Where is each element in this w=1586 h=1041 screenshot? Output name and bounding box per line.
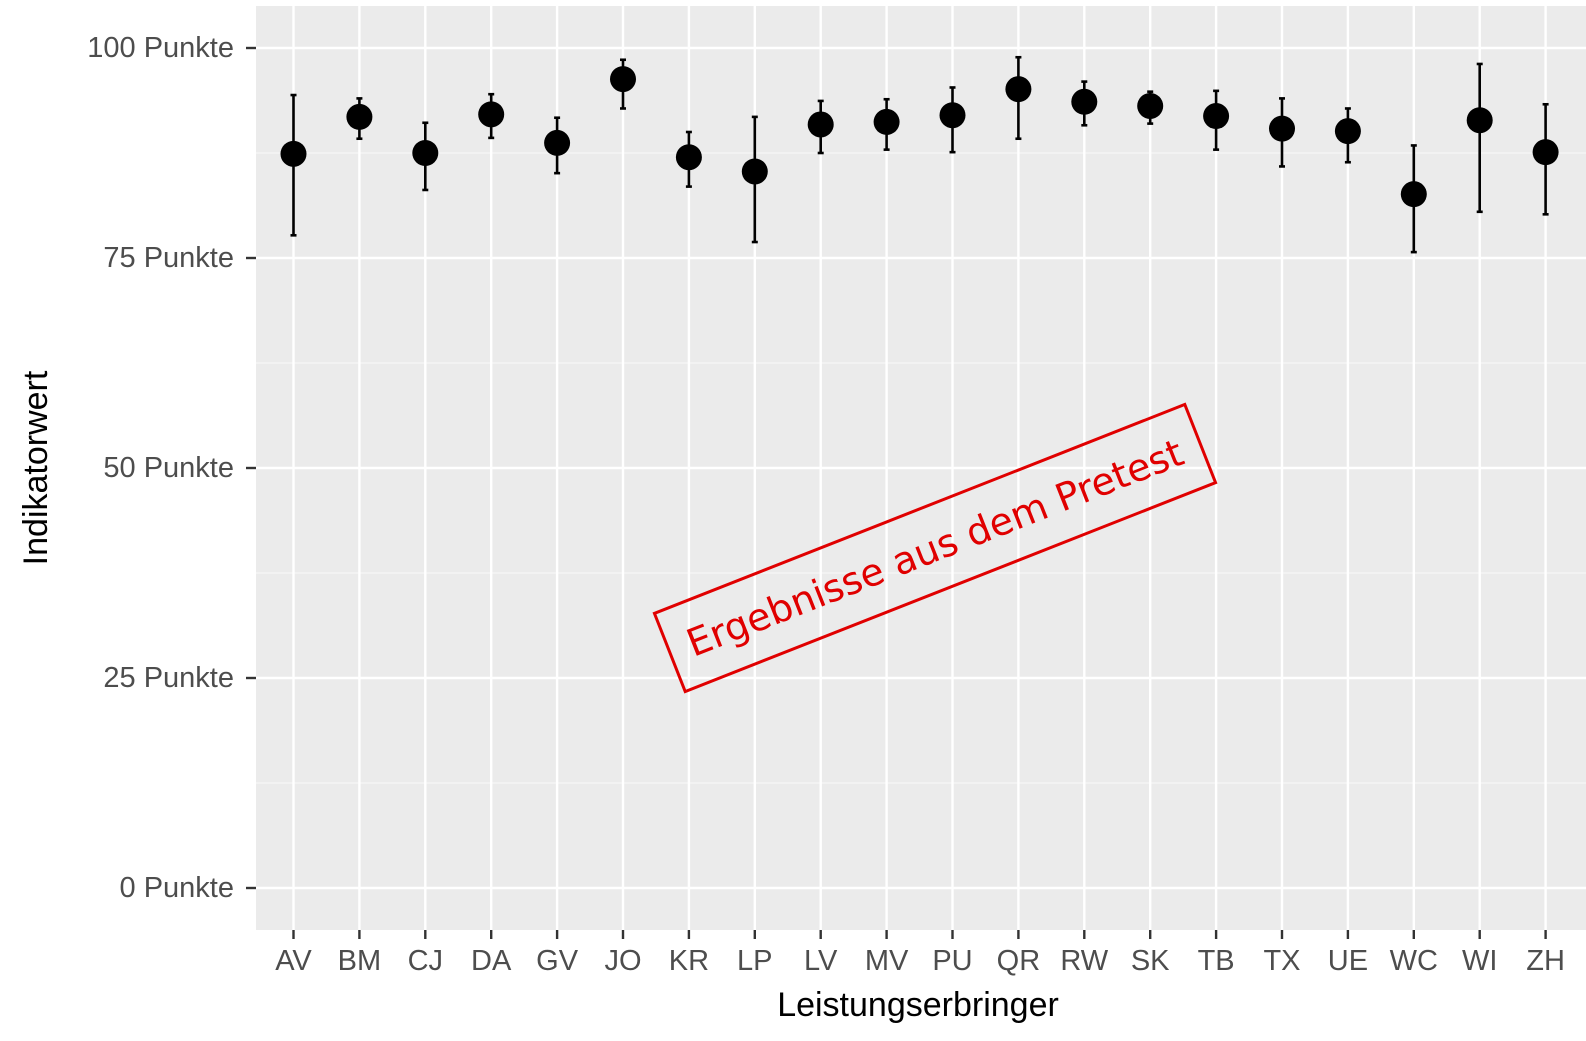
- data-point: [675, 144, 702, 171]
- x-tick-label: DA: [471, 945, 512, 977]
- data-point: [280, 140, 307, 167]
- data-point: [412, 140, 439, 166]
- data-point: [1400, 181, 1427, 208]
- minor-gridlines: [256, 152, 1586, 784]
- data-point: [1203, 103, 1230, 130]
- x-tick-label: JO: [604, 945, 641, 977]
- x-tick-label: SK: [1131, 945, 1170, 977]
- x-tick-label: CJ: [408, 945, 443, 977]
- x-tick-label: MV: [865, 945, 909, 977]
- y-axis: 0 Punkte 25 Punkte 50 Punkte 75 Punkte 100 P…: [87, 32, 256, 904]
- data-point: [1466, 107, 1493, 134]
- x-tick-label: BM: [338, 945, 382, 977]
- x-axis: AV BM CJ DA GV JO KR LP LV MV PU QR RW SK TB TX UE WC WI ZH: [275, 930, 1565, 977]
- x-tick-label: GV: [536, 945, 579, 977]
- x-axis-title: Leistungserbringer: [777, 986, 1059, 1024]
- data-point: [741, 158, 768, 185]
- x-tick-label: TX: [1263, 945, 1300, 977]
- data-point: [346, 103, 373, 130]
- x-tick-label: PU: [932, 945, 972, 977]
- data-point: [544, 129, 571, 156]
- x-tick-label: TB: [1198, 945, 1235, 977]
- data-point: [939, 102, 966, 129]
- x-tick-label: LP: [737, 945, 772, 977]
- data-point: [1532, 139, 1559, 166]
- y-tick-label: 25 Punkte: [103, 662, 234, 694]
- x-tick-label: RW: [1060, 945, 1108, 977]
- x-tick-label: KR: [669, 945, 709, 977]
- x-tick-label: LV: [804, 945, 838, 977]
- data-point: [610, 66, 636, 93]
- data-point: [1334, 118, 1361, 145]
- data-point: [1005, 76, 1032, 103]
- y-tick-label: 100 Punkte: [87, 32, 234, 64]
- y-axis-title: Indikatorwert: [17, 370, 55, 565]
- data-point: [807, 111, 834, 138]
- data-point: [873, 108, 900, 135]
- x-tick-label: WC: [1390, 945, 1438, 977]
- x-tick-label: AV: [275, 945, 312, 977]
- x-tick-label: UE: [1328, 945, 1368, 977]
- x-tick-label: WI: [1462, 945, 1497, 977]
- x-tick-label: QR: [997, 945, 1041, 977]
- data-point: [478, 101, 505, 128]
- data-point: [1137, 92, 1164, 119]
- data-points: [280, 66, 1559, 208]
- major-gridlines: [256, 6, 1586, 930]
- y-tick-label: 50 Punkte: [103, 452, 234, 484]
- x-tick-label: ZH: [1526, 945, 1565, 977]
- y-tick-label: 75 Punkte: [103, 242, 234, 274]
- data-point: [1071, 88, 1098, 115]
- stamp-border: [652, 402, 1218, 694]
- y-tick-label: 0 Punkte: [120, 872, 234, 904]
- data-point: [1269, 115, 1295, 142]
